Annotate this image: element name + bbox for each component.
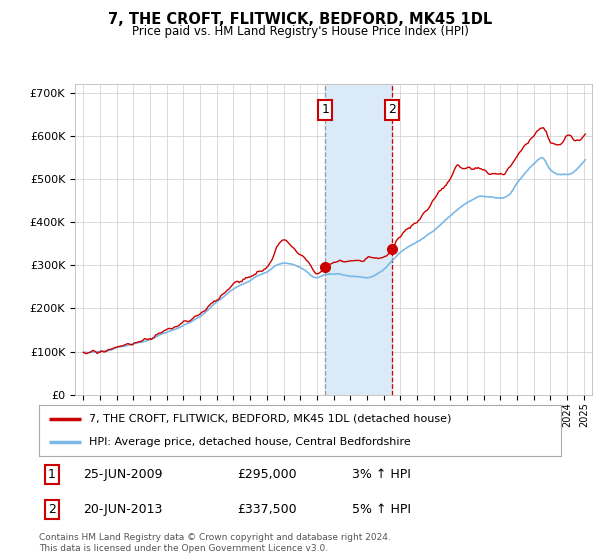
Text: 2: 2 [48, 503, 56, 516]
Text: 25-JUN-2009: 25-JUN-2009 [83, 468, 163, 481]
7, THE CROFT, FLITWICK, BEDFORD, MK45 1DL (detached house) [83, 350, 90, 357]
Line: HPI: Average price, detached house, Central Bedfordshire: HPI: Average price, detached house, Cent… [83, 157, 585, 353]
HPI: Average price, detached house, Central Bedfordshire: (2e+03, 9.82e+04): Average price, detached house, Central B… [80, 349, 87, 356]
Text: 20-JUN-2013: 20-JUN-2013 [83, 503, 163, 516]
HPI: Average price, detached house, Central Bedfordshire: (2.02e+03, 4.26e+05): Average price, detached house, Central B… [452, 208, 460, 214]
HPI: Average price, detached house, Central Bedfordshire: (2.02e+03, 4.99e+05): Average price, detached house, Central B… [517, 176, 524, 183]
7, THE CROFT, FLITWICK, BEDFORD, MK45 1DL (detached house) [341, 259, 349, 265]
Bar [325, 84, 392, 395]
Text: 7, THE CROFT, FLITWICK, BEDFORD, MK45 1DL (detached house): 7, THE CROFT, FLITWICK, BEDFORD, MK45 1D… [89, 414, 451, 424]
Text: £295,000: £295,000 [238, 468, 297, 481]
Text: HPI: Average price, detached house, Central Bedfordshire: HPI: Average price, detached house, Cent… [89, 437, 410, 447]
7, THE CROFT, FLITWICK, BEDFORD, MK45 1DL (detached house) [540, 124, 547, 131]
7, THE CROFT, FLITWICK, BEDFORD, MK45 1DL (detached house) [517, 148, 524, 155]
Text: 1: 1 [322, 104, 329, 116]
Text: 1: 1 [48, 468, 56, 481]
HPI: Average price, detached house, Central Bedfordshire: (2.02e+03, 5.5e+05): Average price, detached house, Central B… [539, 154, 546, 161]
Text: 3% ↑ HPI: 3% ↑ HPI [352, 468, 411, 481]
HPI: Average price, detached house, Central Bedfordshire: (2.01e+03, 2.76e+05): Average price, detached house, Central B… [255, 272, 262, 279]
HPI: Average price, detached house, Central Bedfordshire: (2.01e+03, 2.77e+05): Average price, detached house, Central B… [341, 272, 349, 278]
Text: 7, THE CROFT, FLITWICK, BEDFORD, MK45 1DL: 7, THE CROFT, FLITWICK, BEDFORD, MK45 1D… [108, 12, 492, 27]
HPI: Average price, detached house, Central Bedfordshire: (2.02e+03, 4.07e+05): Average price, detached house, Central B… [443, 216, 450, 223]
Text: Contains HM Land Registry data © Crown copyright and database right 2024.
This d: Contains HM Land Registry data © Crown c… [39, 533, 391, 553]
7, THE CROFT, FLITWICK, BEDFORD, MK45 1DL (detached house) [581, 131, 589, 138]
Text: 2: 2 [388, 104, 396, 116]
Line: 7, THE CROFT, FLITWICK, BEDFORD, MK45 1DL (detached house): 7, THE CROFT, FLITWICK, BEDFORD, MK45 1D… [83, 128, 585, 353]
7, THE CROFT, FLITWICK, BEDFORD, MK45 1DL (detached house) [443, 182, 450, 189]
HPI: Average price, detached house, Central Bedfordshire: (2.02e+03, 4.31e+05): Average price, detached house, Central B… [455, 205, 463, 212]
7, THE CROFT, FLITWICK, BEDFORD, MK45 1DL (detached house) [80, 349, 87, 356]
Text: £337,500: £337,500 [238, 503, 297, 516]
7, THE CROFT, FLITWICK, BEDFORD, MK45 1DL (detached house) [452, 163, 460, 170]
7, THE CROFT, FLITWICK, BEDFORD, MK45 1DL (detached house) [255, 268, 262, 275]
HPI: Average price, detached house, Central Bedfordshire: (2e+03, 9.79e+04): Average price, detached house, Central B… [85, 349, 92, 356]
Text: Price paid vs. HM Land Registry's House Price Index (HPI): Price paid vs. HM Land Registry's House … [131, 25, 469, 38]
HPI: Average price, detached house, Central Bedfordshire: (2.03e+03, 5.44e+05): Average price, detached house, Central B… [581, 156, 589, 163]
7, THE CROFT, FLITWICK, BEDFORD, MK45 1DL (detached house) [455, 162, 463, 169]
Text: 5% ↑ HPI: 5% ↑ HPI [352, 503, 411, 516]
